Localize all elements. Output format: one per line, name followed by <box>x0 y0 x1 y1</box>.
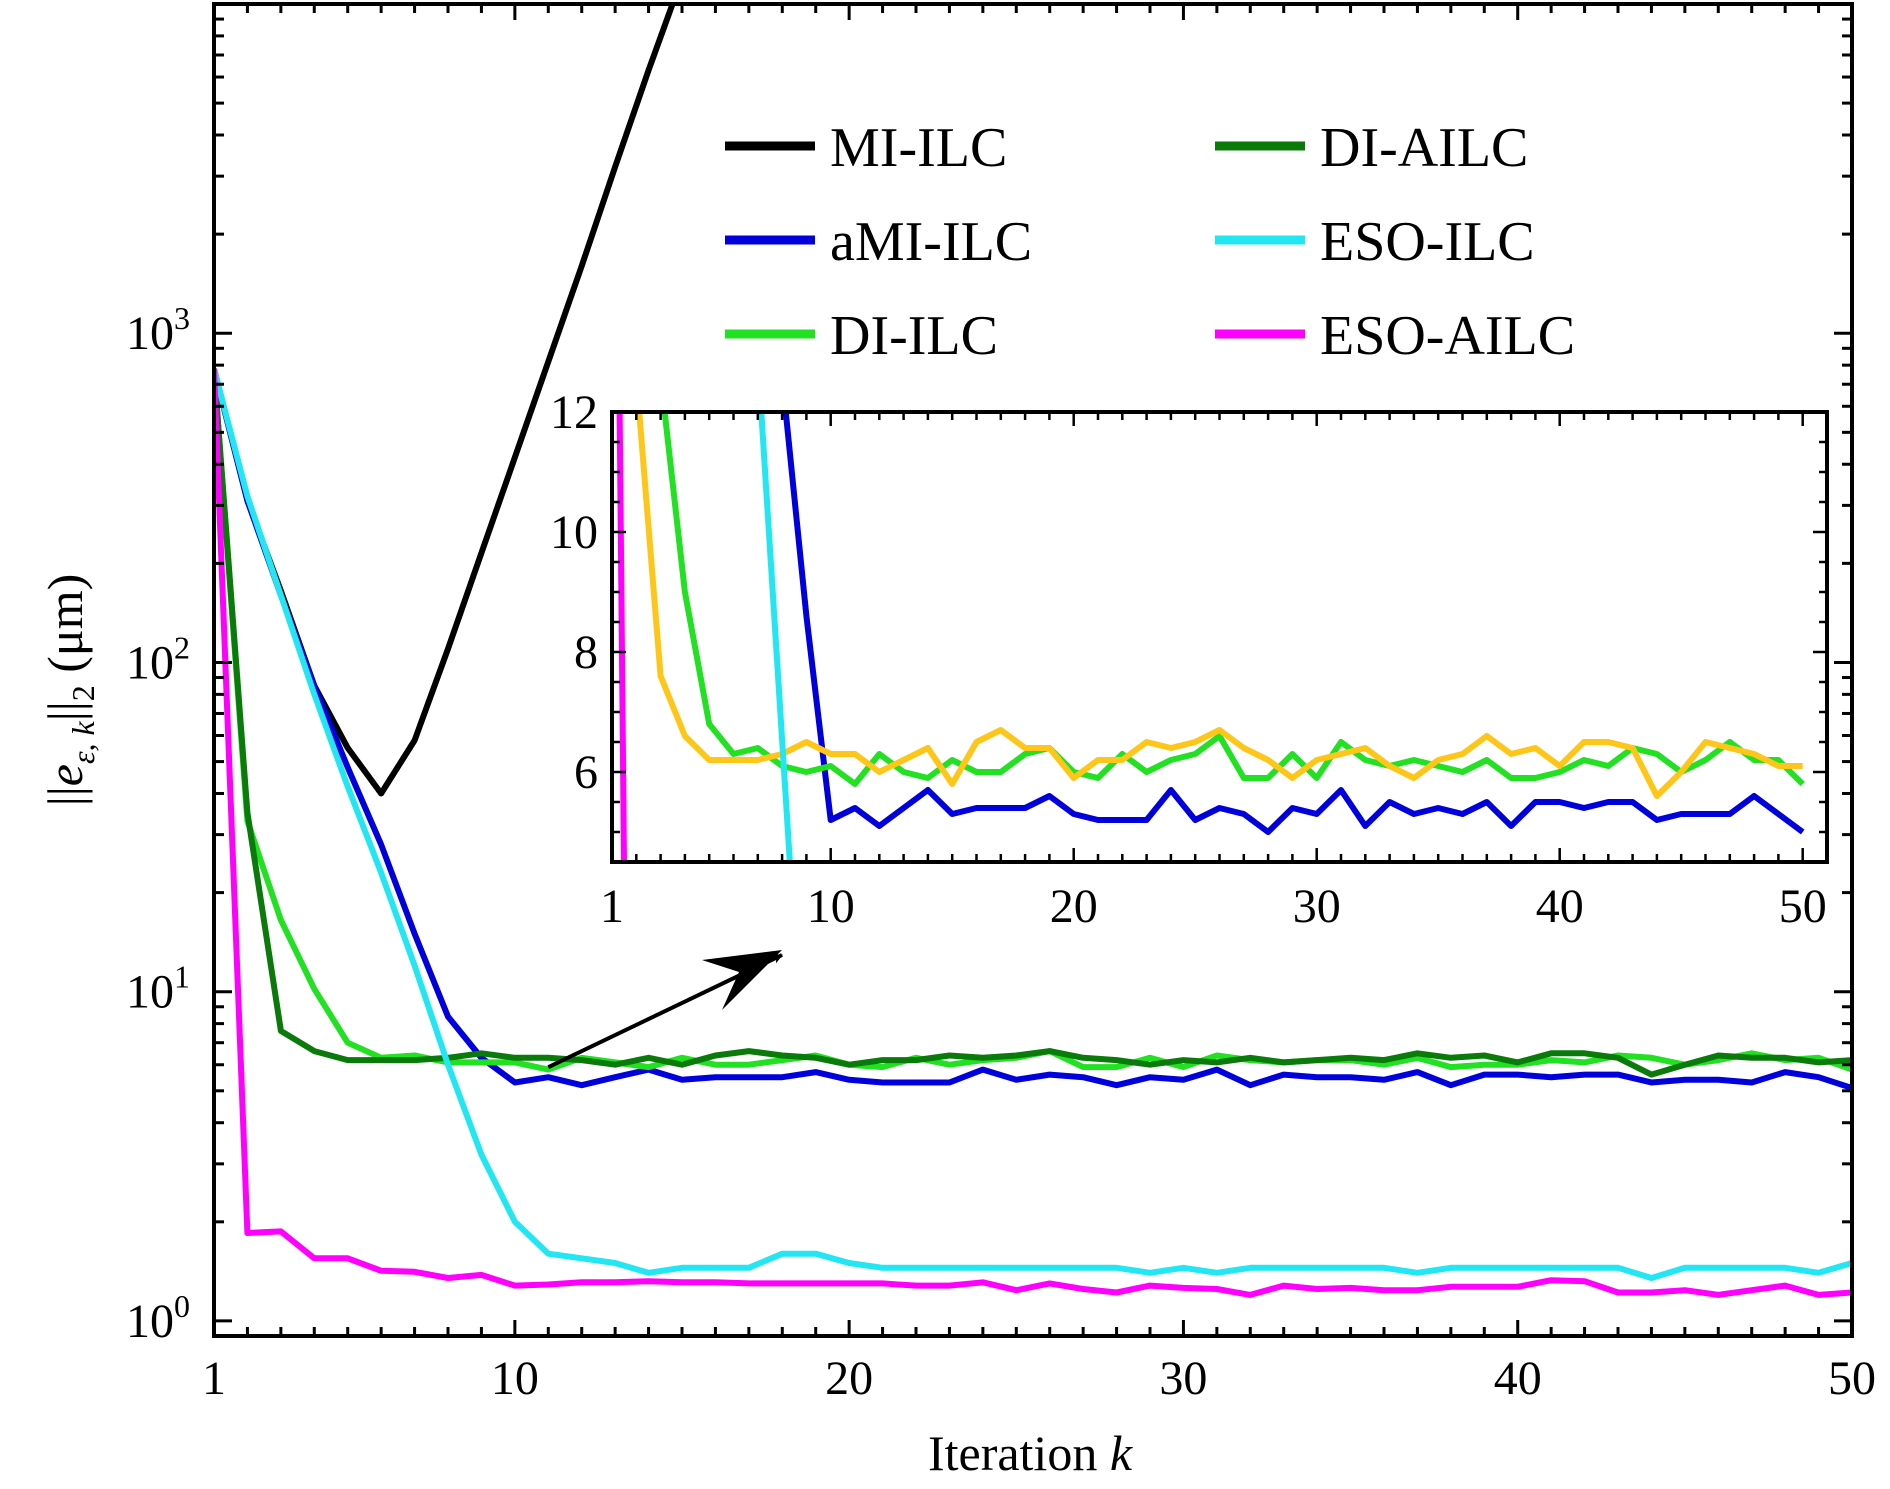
y-tick-exponent: 1 <box>174 959 190 995</box>
y-tick-base: 10 <box>126 966 174 1019</box>
y-tick-exponent: 0 <box>174 1288 190 1324</box>
y-title-norm-sub: 2 <box>65 685 101 701</box>
legend-label: DI-ILC <box>830 305 998 367</box>
inset-plot: 1 10 20 30 40 50 6 8 10 12 <box>550 386 1829 933</box>
y-tick-exponent: 2 <box>174 629 190 665</box>
y-title-bars-open: || <box>37 786 93 806</box>
series-line-eso-ilc <box>214 368 1852 1281</box>
legend-label: MI-ILC <box>830 117 1007 179</box>
y-tick-base: 10 <box>126 1295 174 1348</box>
inset-series-line-1 <box>661 412 1805 787</box>
legend-item-eso-ailc: ESO-AILC <box>1215 305 1575 367</box>
legend-label: ESO-AILC <box>1320 305 1575 367</box>
inset-background <box>612 412 1827 862</box>
y-title-unit: (μm) <box>37 574 93 686</box>
x-axis-title-var: k <box>1110 1425 1133 1481</box>
inset-y-tick-label: 8 <box>574 626 598 679</box>
inset-x-tick-label: 50 <box>1779 880 1827 933</box>
legend-item-eso-ilc: ESO-ILC <box>1215 211 1535 273</box>
inset-series-group <box>616 412 1805 862</box>
inset-x-tick-label: 40 <box>1536 880 1584 933</box>
legend: MI-ILC aMI-ILC DI-ILC DI-AILC ESO-ILC ESO-AIL… <box>725 117 1575 367</box>
y-tick-label: 103 <box>126 300 190 360</box>
zoom-arrow-head <box>702 950 782 1010</box>
legend-item-di-ilc: DI-ILC <box>725 305 998 367</box>
x-tick-label: 20 <box>825 1352 873 1405</box>
inset-x-tick-label: 10 <box>807 880 855 933</box>
inset-series-line-2 <box>636 412 1803 799</box>
x-tick-label: 30 <box>1159 1352 1207 1405</box>
inset-x-tick-label: 30 <box>1293 880 1341 933</box>
inset-x-tick-label: 20 <box>1050 880 1098 933</box>
inset-series-line-3 <box>758 412 793 862</box>
inset-x-tick-label: 1 <box>600 880 624 933</box>
series-line-di-ailc <box>214 368 1852 1078</box>
x-tick-label: 40 <box>1494 1352 1542 1405</box>
legend-label: ESO-ILC <box>1320 211 1535 273</box>
inset-y-tick-label: 6 <box>574 746 598 799</box>
series-line-eso-ailc <box>214 368 1852 1298</box>
legend-label: DI-AILC <box>1320 117 1528 179</box>
y-tick-label: 102 <box>126 629 190 689</box>
legend-item-mi-ilc: MI-ILC <box>725 117 1007 179</box>
y-title-subscript: ε, k <box>65 720 101 764</box>
inset-series-line-4 <box>616 412 627 862</box>
y-tick-label: 100 <box>126 1288 190 1348</box>
main-plot-frame <box>212 2 1854 1338</box>
x-tick-label: 1 <box>202 1352 226 1405</box>
legend-item-di-ailc: DI-AILC <box>1215 117 1528 179</box>
legend-label: aMI-ILC <box>830 211 1032 273</box>
inset-series-line-0 <box>782 412 1805 835</box>
main-series-group <box>214 4 1852 1298</box>
y-axis-title: ||eε, k||2 (μm) <box>37 574 101 807</box>
inset-y-tick-label: 12 <box>550 386 598 439</box>
x-tick-label: 10 <box>491 1352 539 1405</box>
y-title-bars-close: || <box>37 701 93 721</box>
y-tick-exponent: 3 <box>174 300 190 336</box>
y-tick-base: 10 <box>126 636 174 689</box>
inset-y-tick-label: 10 <box>550 506 598 559</box>
y-tick-label: 101 <box>126 959 190 1019</box>
legend-item-ami-ilc: aMI-ILC <box>725 211 1032 273</box>
y-tick-base: 10 <box>126 307 174 360</box>
y-title-var: e <box>37 764 93 786</box>
x-axis-title: Iteration k <box>928 1425 1133 1481</box>
x-axis-title-text: Iteration <box>928 1425 1110 1481</box>
x-tick-label: 50 <box>1828 1352 1876 1405</box>
